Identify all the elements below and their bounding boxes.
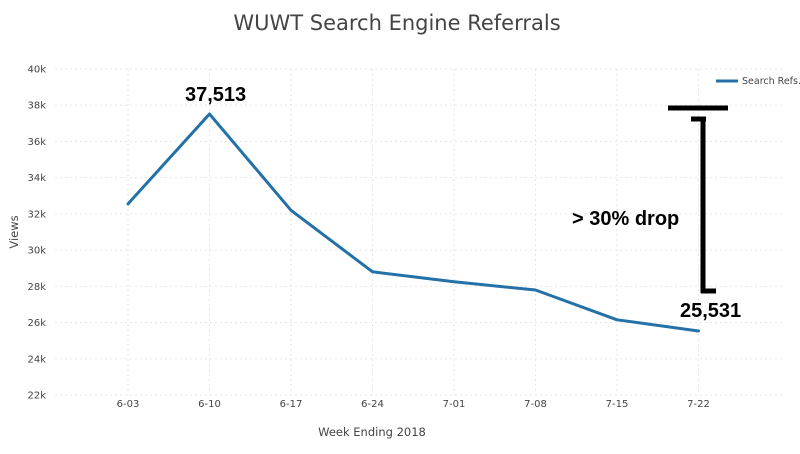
y-tick-label: 38k (27, 101, 46, 112)
y-tick-label: 30k (27, 246, 46, 257)
x-tick-label: 6-24 (361, 399, 384, 410)
y-tick-label: 34k (27, 173, 46, 184)
x-gridlines (127, 69, 699, 395)
end-annotation: 25,531 (680, 300, 741, 322)
x-axis-label: Week Ending 2018 (318, 425, 426, 439)
legend-label: Search Refs. (742, 76, 800, 87)
x-tick-label: 7-08 (524, 399, 547, 410)
data-point[interactable] (122, 198, 134, 210)
drop-annotation: > 30% drop (572, 208, 679, 230)
data-point[interactable] (530, 284, 542, 296)
x-tick-label: 6-10 (198, 399, 221, 410)
series-line[interactable] (126, 112, 700, 333)
drop-bracket (668, 105, 728, 294)
x-tick-label: 7-22 (687, 399, 710, 410)
series-group (122, 108, 705, 337)
data-point[interactable] (367, 266, 379, 278)
chart-title: WUWT Search Engine Referrals (233, 11, 560, 35)
data-point[interactable] (448, 276, 460, 288)
x-tick-label: 6-03 (117, 399, 140, 410)
data-point[interactable] (285, 204, 297, 216)
x-tick-label: 7-15 (606, 399, 629, 410)
data-point[interactable] (693, 325, 705, 337)
y-gridlines (55, 68, 785, 396)
y-tick-label: 26k (27, 318, 46, 329)
y-tick-label: 22k (27, 391, 46, 402)
y-tick-label: 36k (27, 137, 46, 148)
y-tick-labels: 22k 24k 26k 28k 30k 32k 34k 36k 38k 40k (27, 65, 46, 402)
data-point[interactable] (204, 108, 216, 120)
y-tick-label: 28k (27, 282, 46, 293)
x-tick-labels: 6-03 6-10 6-17 6-24 7-01 7-08 7-15 7-22 (117, 399, 710, 410)
x-tick-label: 6-17 (280, 399, 303, 410)
y-tick-label: 32k (27, 209, 46, 220)
data-point[interactable] (611, 314, 623, 326)
peak-annotation: 37,513 (185, 84, 246, 106)
legend[interactable]: Search Refs. (716, 76, 800, 87)
y-tick-label: 40k (27, 65, 46, 76)
x-tick-label: 7-01 (443, 399, 466, 410)
y-tick-label: 24k (27, 354, 46, 365)
y-axis-label: Views (7, 215, 21, 248)
